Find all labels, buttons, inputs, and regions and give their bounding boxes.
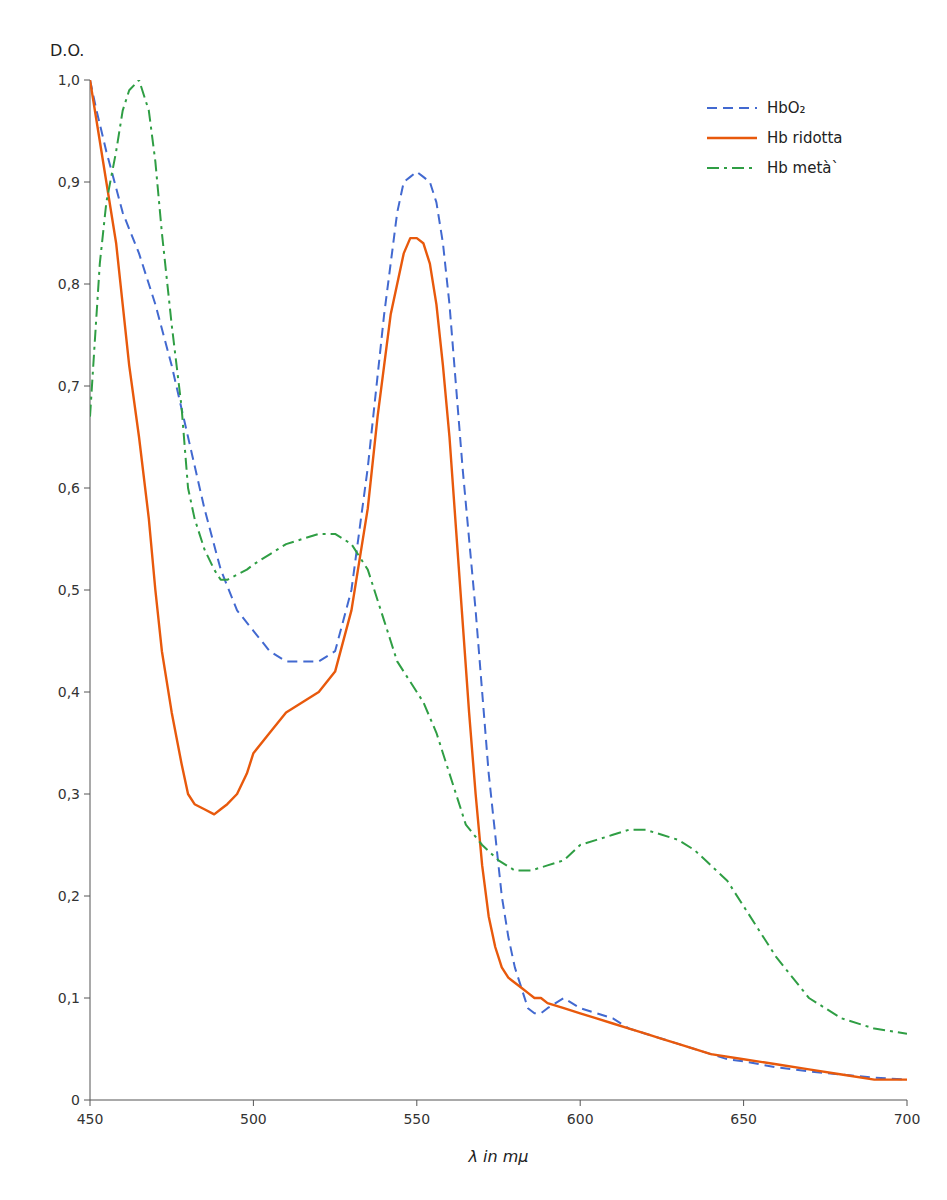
x-tick-label: 650	[730, 1111, 757, 1127]
x-tick-label: 500	[240, 1111, 267, 1127]
legend-swatch	[707, 137, 757, 139]
axes: 450 500 550 600 650 700 0 0,1 0,2 0,3 0,4 0,5 0,6 0,7…	[58, 72, 921, 1127]
y-tick	[84, 896, 90, 897]
y-tick-label: 0	[71, 1092, 80, 1108]
x-tick-label: 700	[894, 1111, 921, 1127]
plot-area	[90, 80, 907, 1080]
legend-label: Hb ridotta	[767, 129, 843, 147]
x-tick-label: 600	[567, 1111, 594, 1127]
y-tick	[84, 794, 90, 795]
y-tick-label: 0,6	[58, 480, 80, 496]
y-tick	[84, 590, 90, 591]
y-axis-label: D.O.	[50, 41, 84, 60]
x-tick	[580, 1100, 581, 1106]
y-tick	[84, 386, 90, 387]
series-line	[90, 80, 907, 1080]
y-tick-label: 0,8	[58, 276, 80, 292]
legend-label: Hb metà`	[767, 159, 839, 177]
x-tick	[416, 1100, 417, 1106]
background	[0, 0, 947, 1200]
y-tick	[84, 692, 90, 693]
legend-swatch	[707, 107, 757, 109]
legend: HbO₂ Hb ridotta Hb metà`	[707, 99, 843, 177]
y-tick-label: 0,1	[58, 990, 80, 1006]
y-tick	[84, 182, 90, 183]
x-axis-line	[90, 1100, 907, 1101]
x-tick-label: 550	[403, 1111, 430, 1127]
legend-swatch	[707, 167, 757, 169]
y-tick-label: 0,9	[58, 174, 80, 190]
y-tick	[84, 284, 90, 285]
y-tick	[84, 80, 90, 81]
x-tick-label: 450	[77, 1111, 104, 1127]
y-tick-label: 0,7	[58, 378, 80, 394]
y-tick	[84, 488, 90, 489]
y-tick-label: 0,4	[58, 684, 80, 700]
page: {"chart_data": { "type": "line", "x_labe…	[0, 0, 947, 1200]
y-tick	[84, 1100, 90, 1101]
y-tick-label: 0,5	[58, 582, 80, 598]
y-tick	[84, 998, 90, 999]
y-tick-label: 0,2	[58, 888, 80, 904]
chart: 450 500 550 600 650 700 0 0,1 0,2 0,3 0,4 0,5 0,6 0,7…	[0, 0, 947, 1200]
y-tick-label: 0,3	[58, 786, 80, 802]
series-line	[90, 80, 907, 1034]
x-tick	[743, 1100, 744, 1106]
x-tick	[907, 1100, 908, 1106]
y-tick-label: 1,0	[58, 72, 80, 88]
x-axis-label: λ in mμ	[468, 1147, 529, 1166]
x-tick	[90, 1100, 91, 1106]
x-tick	[253, 1100, 254, 1106]
series-line	[90, 80, 907, 1080]
legend-label: HbO₂	[767, 99, 806, 117]
